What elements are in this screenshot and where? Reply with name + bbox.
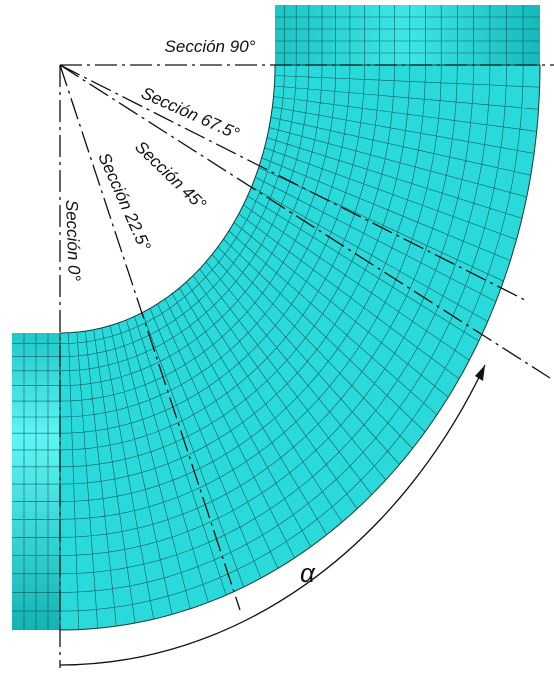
angle-label: α	[300, 558, 316, 588]
section-label: Sección 45°	[131, 137, 210, 214]
section-label: Sección 90°	[165, 37, 256, 56]
elbow-diagram: Sección 90° Sección 67.5° Sección 45° Se…	[0, 0, 554, 673]
section-label: Sección 67.5°	[138, 83, 242, 143]
section-label: Sección 22.5°	[94, 150, 154, 254]
arrow-head	[475, 365, 485, 381]
section-label: Sección 0°	[62, 199, 84, 281]
vertical-pipe	[275, 5, 540, 65]
